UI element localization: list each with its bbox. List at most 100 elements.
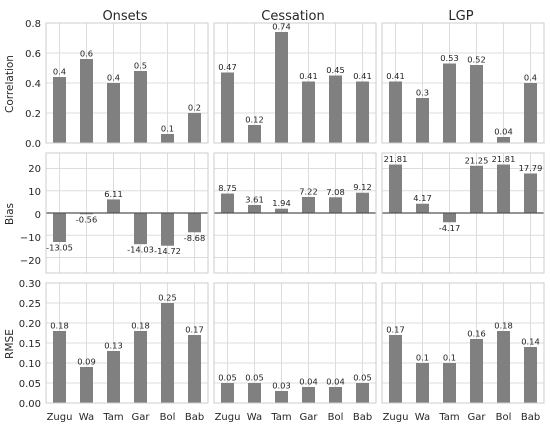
bar <box>107 83 120 143</box>
ytick-label: 10 <box>28 187 41 198</box>
column-title-lgp: LGP <box>448 9 473 24</box>
data-label: 0.18 <box>50 321 68 331</box>
data-label: 0.47 <box>218 62 236 72</box>
chart-panel: 8.75 3.61 1.94 7.22 7.08 9.12 <box>213 152 377 274</box>
bar <box>80 367 93 403</box>
data-label: -0.56 <box>76 215 97 225</box>
data-label: 0.2 <box>188 103 201 113</box>
bar <box>356 81 369 143</box>
bar <box>329 75 342 143</box>
data-label: 0.25 <box>158 293 176 303</box>
xtick-label: Gar <box>468 412 487 423</box>
data-label: -14.03 <box>127 245 154 255</box>
ytick-label: 0.15 <box>19 339 41 350</box>
ylabel-bias: Bias <box>4 203 16 225</box>
panel-frame <box>213 152 377 274</box>
panel-frame <box>45 282 209 404</box>
ytick-label: 0.20 <box>19 319 41 330</box>
bar <box>329 197 342 213</box>
data-label: -14.72 <box>154 246 181 256</box>
bar <box>53 213 66 242</box>
data-label: 0.41 <box>353 71 371 81</box>
ytick-label: 0 <box>35 210 41 221</box>
bar <box>524 347 537 403</box>
data-label: 0.16 <box>467 329 485 339</box>
data-label: 0.03 <box>272 381 290 391</box>
bar <box>443 363 456 403</box>
bar <box>161 134 174 143</box>
ytick-label: 0.10 <box>19 359 41 370</box>
data-label: 0.4 <box>107 73 120 83</box>
xtick-label: Gar <box>132 412 151 423</box>
ylabel-rmse: RMSE <box>4 329 16 359</box>
bar <box>134 213 147 245</box>
data-label: 7.08 <box>326 187 344 197</box>
data-label: 0.18 <box>494 321 512 331</box>
data-label: 0.1 <box>161 124 174 134</box>
xtick-label: Bol <box>160 412 176 423</box>
bar <box>107 199 120 213</box>
data-label: 0.1 <box>416 353 429 363</box>
panel-frame <box>45 152 209 274</box>
data-label: 0.41 <box>386 71 404 81</box>
bar <box>80 213 93 215</box>
bar <box>80 59 93 143</box>
bar <box>275 208 288 213</box>
bar <box>188 335 201 403</box>
data-label: 0.17 <box>386 325 404 335</box>
xtick-label: Zugu <box>215 412 241 423</box>
data-label: 7.22 <box>299 186 317 196</box>
ytick-label: 0.2 <box>25 109 41 120</box>
data-label: 4.17 <box>413 193 431 203</box>
chart-panel: 0.05 0.05 0.03 0.04 0.04 0.05 Zugu Wa Tam Gar Bol B… <box>213 282 377 423</box>
bar <box>107 351 120 403</box>
ytick-label: 0.05 <box>19 379 41 390</box>
bar <box>248 125 261 143</box>
bar <box>497 164 510 213</box>
bar <box>221 383 234 403</box>
data-label: 0.41 <box>299 71 317 81</box>
xtick-label: Tam <box>102 412 123 423</box>
bar <box>356 192 369 213</box>
ytick-label: −10 <box>20 233 41 244</box>
yticks-rmse: 0.00 0.05 0.10 0.15 0.20 0.25 0.30 <box>19 279 41 410</box>
bar <box>134 331 147 403</box>
ytick-label: 0.25 <box>19 299 41 310</box>
bar <box>248 383 261 403</box>
data-label: 0.09 <box>77 357 95 367</box>
bar <box>275 391 288 403</box>
data-label: 9.12 <box>353 182 371 192</box>
ylabel-correlation: Correlation <box>4 55 16 113</box>
data-label: 0.04 <box>326 377 344 387</box>
column-title-onsets: Onsets <box>102 9 147 24</box>
bar <box>302 387 315 403</box>
bar <box>416 363 429 403</box>
data-label: 0.04 <box>494 127 512 137</box>
xtick-label: Wa <box>79 412 94 423</box>
bar <box>161 213 174 246</box>
xtick-label: Wa <box>415 412 430 423</box>
data-label: 21.81 <box>492 154 516 164</box>
xtick-label: Gar <box>300 412 319 423</box>
data-label: 0.18 <box>131 321 149 331</box>
chart-panel: 0.47 0.12 0.74 0.41 0.45 0.41 <box>213 22 377 144</box>
bar <box>188 213 201 233</box>
bar <box>416 203 429 213</box>
bar <box>221 72 234 143</box>
panel-frame <box>213 282 377 404</box>
bar <box>221 193 234 213</box>
data-label: 0.74 <box>272 22 290 32</box>
bar <box>470 339 483 403</box>
panel-frame <box>213 22 377 144</box>
data-label: 0.05 <box>245 373 263 383</box>
bar <box>416 98 429 143</box>
bar <box>329 387 342 403</box>
data-label: 0.53 <box>440 53 458 63</box>
bar <box>470 65 483 143</box>
data-label: 3.61 <box>245 194 263 204</box>
bar <box>389 335 402 403</box>
bar <box>188 113 201 143</box>
xtick-label: Tam <box>270 412 291 423</box>
ytick-label: −20 <box>20 256 41 267</box>
